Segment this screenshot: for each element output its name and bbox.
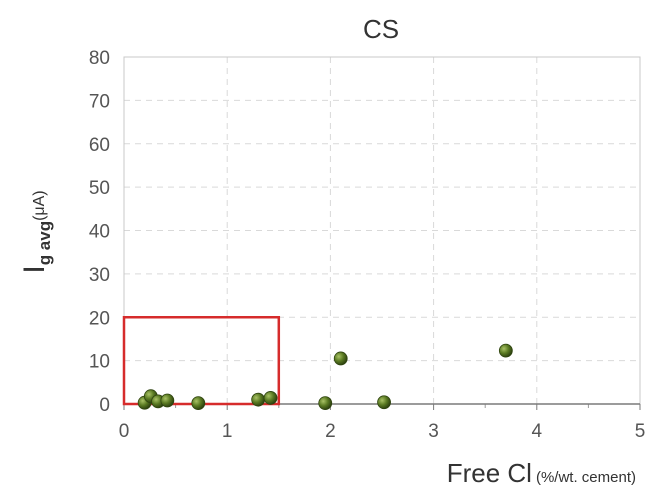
data-point xyxy=(498,343,513,358)
data-point xyxy=(318,396,333,411)
y-tick-label: 10 xyxy=(89,352,110,373)
data-point xyxy=(251,392,266,407)
y-tick-label: 30 xyxy=(89,265,110,286)
y-tick-label: 40 xyxy=(89,222,110,243)
x-tick-label: 3 xyxy=(428,421,439,442)
y-tick-label: 20 xyxy=(89,308,110,329)
x-tick-label: 1 xyxy=(222,421,233,442)
y-tick-label: 70 xyxy=(89,91,110,112)
data-points xyxy=(137,343,513,411)
y-axis-ticks: 0 10 20 30 40 50 60 70 80 xyxy=(89,48,110,416)
chart-title: CS xyxy=(363,14,399,44)
grid-lines xyxy=(124,57,640,404)
data-point xyxy=(333,351,348,366)
x-axis-label: Free Cl (%/wt. cement) xyxy=(447,458,636,488)
x-axis-label-main: Free Cl xyxy=(447,458,532,488)
y-axis-label: Ig avg(μA) xyxy=(18,190,54,273)
data-point xyxy=(377,395,391,410)
y-axis-label-main: I xyxy=(18,265,51,273)
x-tick-label: 2 xyxy=(325,421,336,442)
x-tick-label: 5 xyxy=(635,421,646,442)
x-tick-label: 4 xyxy=(532,421,543,442)
data-point xyxy=(263,391,278,405)
data-point xyxy=(160,393,175,408)
y-tick-label: 60 xyxy=(89,135,110,156)
y-tick-label: 0 xyxy=(99,395,110,416)
y-tick-label: 80 xyxy=(89,48,110,69)
data-point xyxy=(191,396,206,411)
x-axis-label-unit: (%/wt. cement) xyxy=(536,469,636,486)
svg-text:Ig avg(μA): Ig avg(μA) xyxy=(18,190,54,273)
y-tick-label: 50 xyxy=(89,178,110,199)
x-tick-label: 0 xyxy=(119,421,130,442)
y-axis-label-sub: g avg xyxy=(35,221,54,265)
y-axis-label-unit: (μA) xyxy=(31,190,48,221)
